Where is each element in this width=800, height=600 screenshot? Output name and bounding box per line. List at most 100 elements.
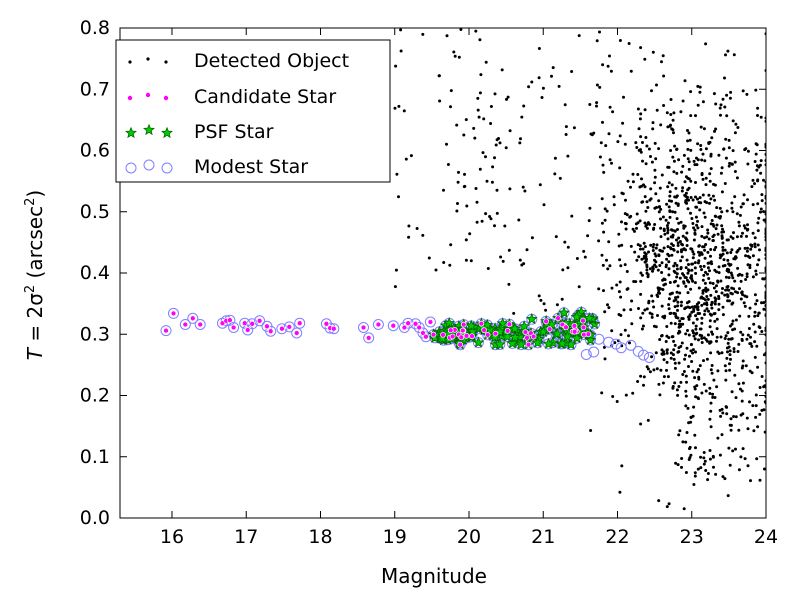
psf-star-point bbox=[551, 327, 564, 339]
detected-object-point bbox=[698, 90, 702, 94]
modest-star-point bbox=[603, 336, 615, 348]
detected-object-point bbox=[427, 256, 431, 260]
detected-object-point bbox=[685, 431, 689, 434]
detected-object-point bbox=[708, 386, 712, 390]
detected-object-point bbox=[727, 288, 731, 292]
detected-object-point bbox=[674, 314, 678, 318]
detected-object-point bbox=[694, 305, 698, 309]
detected-object-point bbox=[689, 247, 693, 251]
detected-object-point bbox=[660, 334, 664, 337]
detected-object-point bbox=[674, 25, 677, 28]
detected-object-point bbox=[699, 466, 703, 470]
detected-object-point bbox=[755, 143, 759, 147]
legend-marker-modest bbox=[143, 159, 155, 171]
detected-object-point bbox=[698, 364, 702, 368]
detected-object-point bbox=[689, 420, 693, 424]
detected-object-point bbox=[663, 232, 667, 236]
detected-object-point bbox=[653, 223, 657, 226]
detected-object-point bbox=[751, 231, 755, 235]
detected-object-point bbox=[641, 247, 645, 251]
detected-object-point bbox=[693, 474, 697, 478]
detected-object-point bbox=[709, 167, 713, 171]
detected-object-point bbox=[716, 279, 720, 283]
detected-object-point bbox=[709, 425, 713, 429]
detected-object-point bbox=[707, 261, 711, 265]
detected-object-point bbox=[734, 318, 738, 322]
detected-object-point bbox=[756, 425, 760, 429]
detected-object-point bbox=[489, 217, 493, 221]
detected-object-point bbox=[753, 245, 757, 249]
detected-object-point bbox=[629, 185, 632, 189]
detected-object-point bbox=[728, 349, 732, 353]
detected-object-point bbox=[719, 113, 722, 117]
detected-object-point bbox=[718, 216, 722, 220]
detected-object-point bbox=[729, 90, 733, 94]
detected-object-point bbox=[738, 247, 742, 251]
detected-object-point bbox=[714, 102, 718, 106]
detected-object-point bbox=[720, 351, 724, 355]
candidate-star-point bbox=[249, 320, 256, 327]
detected-object-point bbox=[660, 173, 664, 177]
detected-object-point bbox=[664, 265, 668, 269]
psf-star-point bbox=[493, 338, 506, 350]
detected-object-point bbox=[719, 103, 723, 107]
detected-object-point bbox=[637, 255, 641, 259]
detected-object-point bbox=[583, 255, 587, 259]
detected-object-point bbox=[693, 228, 697, 232]
detected-object-point bbox=[756, 263, 759, 267]
detected-object-point bbox=[639, 279, 643, 283]
detected-object-point bbox=[730, 337, 734, 341]
detected-object-point bbox=[727, 164, 731, 168]
detected-object-point bbox=[645, 144, 649, 148]
psf-star-point bbox=[525, 312, 538, 325]
detected-object-point bbox=[619, 264, 623, 268]
detected-object-point bbox=[753, 236, 757, 240]
detected-object-point bbox=[696, 368, 700, 371]
detected-object-point bbox=[602, 230, 606, 234]
detected-object-point bbox=[675, 275, 679, 279]
detected-object-point bbox=[701, 291, 705, 295]
detected-object-point bbox=[610, 286, 614, 290]
detected-object-point bbox=[719, 414, 723, 418]
detected-object-point bbox=[628, 341, 631, 345]
detected-object-point bbox=[609, 69, 613, 73]
candidate-star-point bbox=[264, 323, 270, 330]
detected-object-point bbox=[631, 391, 635, 395]
detected-object-point bbox=[662, 104, 666, 107]
detected-object-point bbox=[657, 499, 661, 503]
detected-object-point bbox=[696, 219, 699, 223]
detected-object-point bbox=[702, 451, 706, 454]
detected-object-point bbox=[673, 381, 677, 385]
detected-object-point bbox=[631, 172, 635, 176]
detected-object-point bbox=[652, 368, 656, 372]
candidate-star-point bbox=[365, 335, 372, 341]
detected-object-point bbox=[702, 302, 706, 306]
detected-object-point bbox=[650, 315, 654, 319]
detected-object-point bbox=[727, 446, 731, 450]
detected-object-point bbox=[622, 308, 626, 312]
detected-object-point bbox=[729, 428, 733, 432]
detected-object-point bbox=[665, 349, 669, 352]
detected-object-point bbox=[688, 354, 691, 358]
detected-object-point bbox=[527, 85, 531, 89]
detected-object-point bbox=[636, 173, 640, 176]
detected-object-point bbox=[678, 429, 682, 433]
detected-object-point bbox=[678, 276, 682, 280]
candidate-star-point bbox=[478, 320, 485, 327]
detected-object-point bbox=[623, 212, 627, 216]
detected-object-point bbox=[746, 149, 750, 153]
detected-object-point bbox=[681, 234, 685, 238]
detected-object-point bbox=[666, 185, 670, 189]
modest-star-point bbox=[283, 321, 295, 333]
detected-object-point bbox=[686, 157, 690, 161]
detected-object-point bbox=[709, 351, 713, 355]
detected-object-point bbox=[648, 311, 652, 315]
detected-object-point bbox=[737, 382, 741, 386]
detected-object-point bbox=[597, 239, 601, 243]
detected-object-point bbox=[672, 170, 676, 174]
detected-object-point bbox=[667, 181, 671, 185]
detected-object-point bbox=[651, 299, 655, 303]
detected-object-point bbox=[737, 468, 741, 472]
detected-object-point bbox=[508, 129, 512, 133]
detected-object-point bbox=[698, 253, 702, 257]
